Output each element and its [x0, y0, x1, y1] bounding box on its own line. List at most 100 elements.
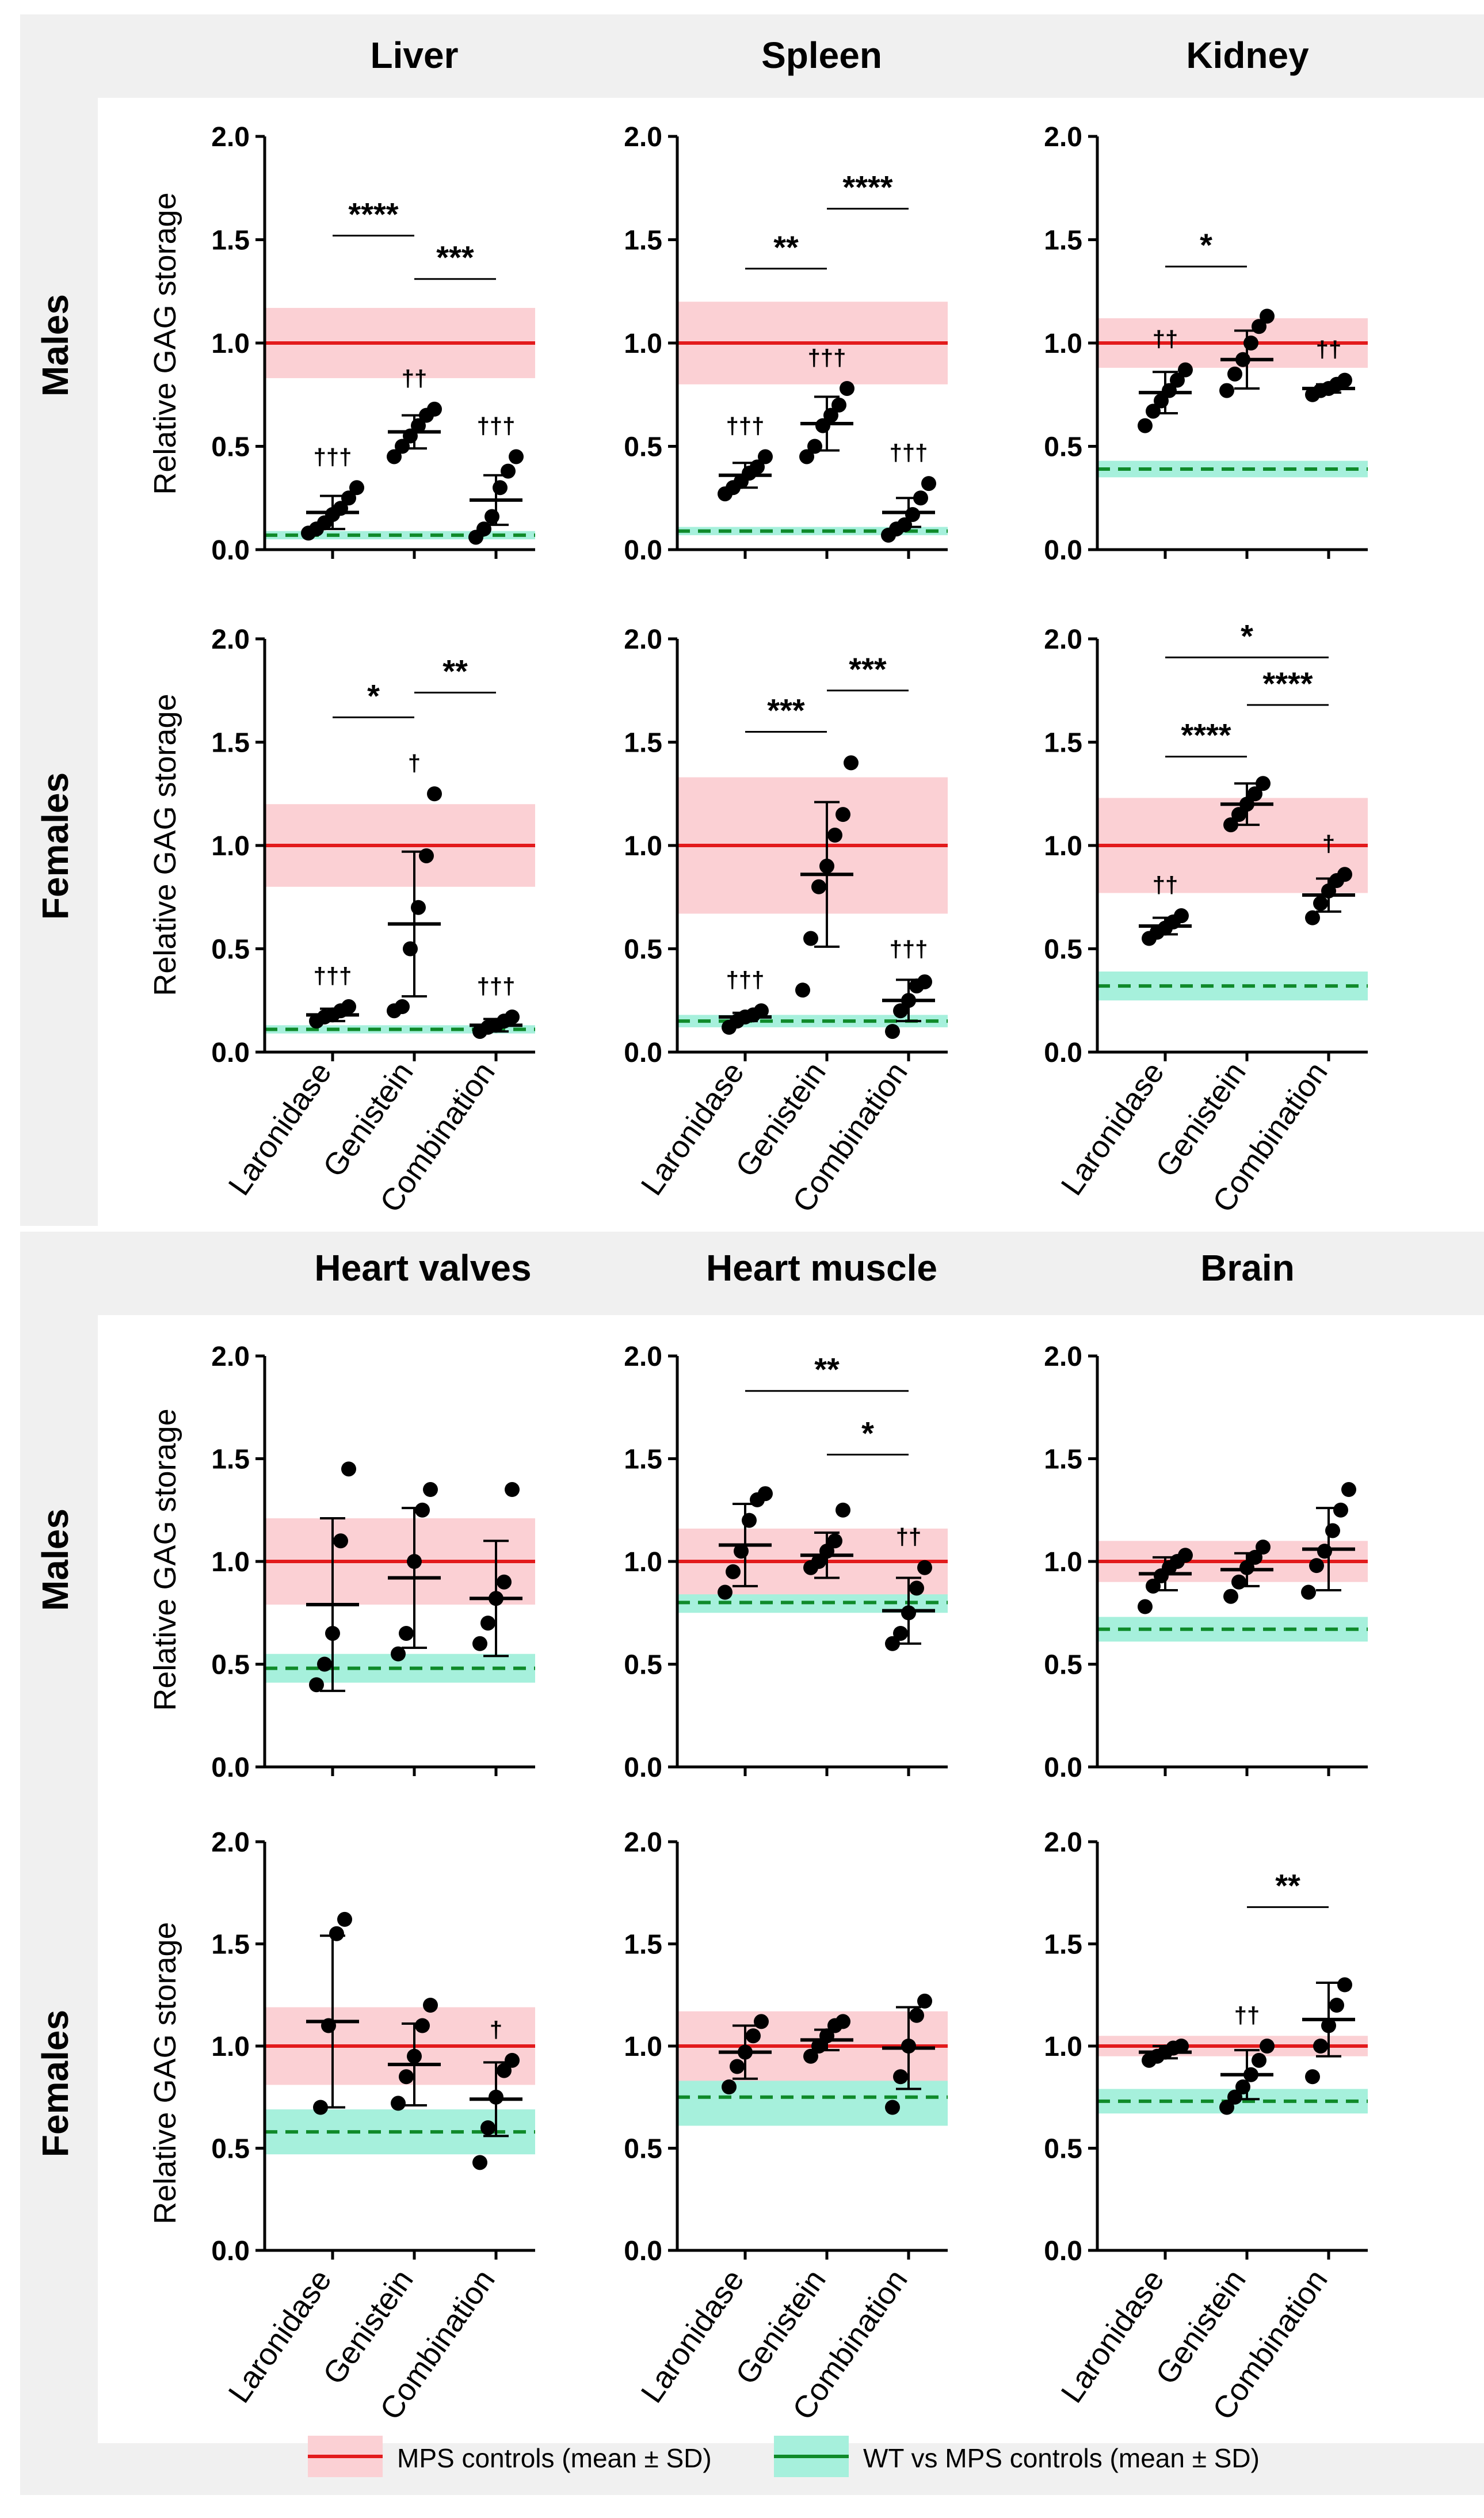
- y-tick-label: 0.5: [211, 1650, 250, 1681]
- y-tick-label: 0.5: [624, 935, 662, 965]
- panel-heart-muscle-females: 0.0 0.5 1.0 1.5 2.0: [624, 1827, 948, 2266]
- row-label-females-bottom: Females: [35, 2010, 76, 2157]
- data-point: [1138, 1599, 1153, 1614]
- data-point: [427, 786, 442, 802]
- significance-dagger: †††: [726, 413, 765, 439]
- significance-stars: ***: [849, 651, 887, 687]
- data-point: [341, 999, 356, 1015]
- data-point: [1227, 366, 1242, 382]
- data-point: [411, 900, 426, 915]
- panel-spleen-females: 0.0 0.5 1.0 1.5 2.0 ††† ††† *** ***: [624, 624, 948, 1068]
- data-point: [1325, 1523, 1340, 1538]
- data-point: [399, 2069, 414, 2085]
- data-point: [836, 1502, 850, 1518]
- y-tick-label: 2.0: [1044, 1827, 1082, 1858]
- y-tick-label: 1.5: [211, 728, 250, 759]
- data-point: [333, 1533, 348, 1549]
- y-tick-label: 1.5: [1044, 1930, 1082, 1960]
- data-point: [415, 2018, 430, 2033]
- significance-dagger: †††: [890, 936, 928, 962]
- data-point: [1252, 2052, 1266, 2068]
- data-point: [909, 2007, 924, 2023]
- data-point: [391, 2096, 406, 2111]
- panel-title-heart-valves: Heart valves: [314, 1247, 531, 1289]
- y-tick-label: 0.5: [1044, 935, 1082, 965]
- y-tick-label: 0.0: [1044, 1753, 1082, 1783]
- y-tick-label: 2.0: [1044, 122, 1082, 153]
- data-point: [1309, 1558, 1324, 1574]
- data-point: [917, 1993, 932, 2009]
- significance-dagger: †††: [477, 974, 516, 999]
- data-point: [1333, 1502, 1348, 1518]
- data-point: [1219, 2100, 1234, 2115]
- data-point: [505, 1009, 520, 1024]
- data-point: [1243, 336, 1258, 351]
- data-point: [497, 2063, 512, 2078]
- data-point: [423, 1998, 438, 2013]
- data-point: [844, 755, 859, 771]
- data-point: [758, 449, 773, 464]
- data-point: [726, 1564, 741, 1579]
- data-point: [799, 449, 814, 464]
- data-point: [309, 1677, 324, 1693]
- y-tick-label: 2.0: [624, 122, 662, 153]
- data-point: [803, 931, 818, 946]
- significance-dagger: †: [1322, 831, 1335, 856]
- panel-spleen-males: 0.00.51.01.52.0†††††††††******: [624, 122, 948, 566]
- significance-stars: *: [861, 1415, 874, 1451]
- significance-stars: **: [442, 653, 468, 689]
- data-point: [1313, 896, 1328, 911]
- data-point: [840, 380, 854, 396]
- y-tick-label: 1.0: [1044, 1547, 1082, 1578]
- y-tick-label: 1.5: [1044, 226, 1082, 256]
- data-point: [885, 2100, 900, 2115]
- data-point: [1178, 362, 1193, 378]
- y-tick-label: 2.0: [211, 1342, 250, 1372]
- data-point: [1313, 2039, 1328, 2054]
- data-point: [1329, 1998, 1344, 2013]
- data-point: [758, 1486, 773, 1502]
- significance-dagger: ††: [1153, 873, 1178, 898]
- panel-brain-females: 0.0 0.5 1.0 1.5 2.0 †† **: [1044, 1827, 1368, 2266]
- data-point: [1231, 807, 1246, 822]
- y-tick-label: 1.5: [211, 1930, 250, 1960]
- y-tick-label: 2.0: [1044, 624, 1082, 655]
- y-tick-label: 1.5: [624, 1930, 662, 1960]
- data-point: [893, 1625, 908, 1641]
- y-tick-label: 0.5: [1044, 2134, 1082, 2165]
- data-point: [403, 941, 418, 957]
- data-point: [746, 2028, 761, 2044]
- data-point: [472, 2155, 487, 2170]
- data-point: [1174, 2039, 1189, 2054]
- y-tick-label: 1.0: [211, 1547, 250, 1578]
- significance-dagger: †: [408, 751, 421, 776]
- significance-dagger: †††: [314, 963, 352, 989]
- significance-stars: ****: [842, 169, 892, 205]
- significance-stars: ****: [1181, 717, 1231, 753]
- y-tick-label: 0.5: [624, 2134, 662, 2165]
- significance-stars: ****: [348, 196, 398, 232]
- significance-stars: **: [1275, 1868, 1300, 1904]
- data-point: [505, 2052, 520, 2068]
- data-point: [415, 1502, 430, 1518]
- data-point: [1317, 1544, 1332, 1559]
- panel-heart-valves-males: 0.0 0.5 1.0 1.5 2.0: [211, 1342, 535, 1783]
- panel-title-heart-muscle: Heart muscle: [706, 1247, 937, 1289]
- y-tick-label: 0.0: [211, 535, 250, 566]
- legend-mps-label: MPS controls (mean ± SD): [397, 2443, 712, 2473]
- data-point: [730, 2059, 745, 2074]
- data-point: [480, 2120, 495, 2135]
- row-label-males-top: Males: [35, 294, 76, 397]
- data-point: [1223, 817, 1238, 833]
- y-tick-label: 1.5: [211, 1445, 250, 1475]
- data-point: [905, 506, 920, 522]
- y-tick-label: 1.5: [624, 226, 662, 256]
- panel-heart-muscle-males: 0.00.51.01.52.0††***: [624, 1342, 948, 1783]
- data-point: [1301, 1584, 1316, 1600]
- y-tick-label: 1.0: [211, 831, 250, 862]
- data-point: [1260, 308, 1275, 324]
- significance-stars: *: [1241, 618, 1253, 654]
- data-point: [1219, 383, 1234, 398]
- y-tick-label: 0.5: [1044, 432, 1082, 463]
